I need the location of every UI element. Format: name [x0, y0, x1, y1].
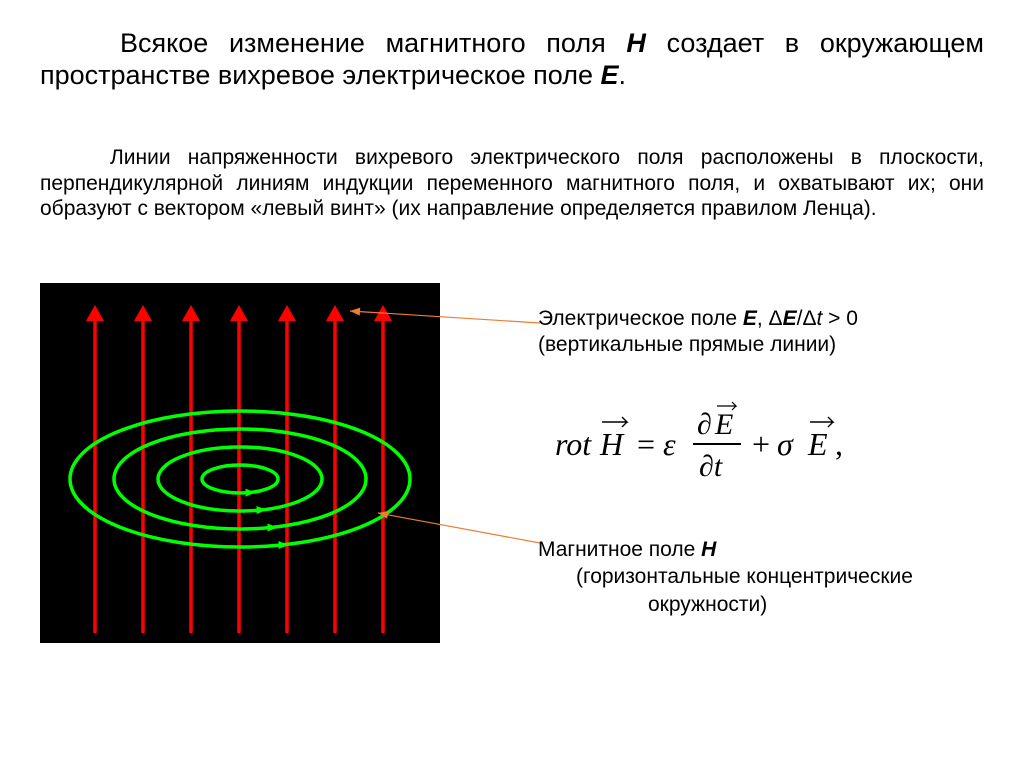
label-e-E2: E — [783, 307, 797, 330]
label-e-3: /Δ — [797, 307, 817, 330]
diagram-svg — [40, 283, 440, 643]
label-e-1: Электрическое поле — [538, 307, 743, 330]
eq-partial-E-top: ∂ — [697, 408, 712, 441]
eq-rot: rot — [555, 426, 592, 462]
label-e-line2: (вертикальные прямые линии) — [538, 333, 836, 356]
heading-H: H — [626, 28, 646, 58]
sub-text: Линии напряженности вихревого электричес… — [40, 145, 984, 222]
heading-period: . — [619, 60, 627, 90]
sub-text-content: Линии напряженности вихревого электричес… — [40, 146, 984, 220]
label-h-1: Магнитное поле — [538, 538, 701, 561]
heading-text-1: Всякое изменение магнитного поля — [120, 28, 626, 58]
label-h-line3: окружности) — [538, 591, 913, 618]
label-h-H: H — [701, 538, 716, 561]
field-diagram — [40, 283, 440, 643]
eq-E: E — [807, 426, 828, 462]
heading-E: E — [601, 60, 619, 90]
eq-sigma: σ — [777, 426, 794, 462]
eq-E-top: E — [714, 408, 733, 441]
maxwell-equation: rot H = ε ∂ E ∂t + σ E , — [555, 400, 875, 498]
eq-equals: = — [637, 426, 655, 462]
eq-partial-t: ∂t — [699, 450, 723, 483]
label-e-4: > 0 — [822, 307, 858, 330]
label-electric-field: Электрическое поле E, ΔE/Δt > 0 (вертика… — [538, 306, 858, 359]
main-heading: Всякое изменение магнитного поля H созда… — [40, 28, 984, 92]
label-e-2: , Δ — [757, 307, 783, 330]
eq-plus: + — [752, 426, 770, 462]
label-h-line2: (горизонтальные концентрические — [538, 563, 913, 590]
eq-comma: , — [835, 426, 843, 462]
label-e-E1: E — [743, 307, 757, 330]
eq-H: H — [599, 426, 625, 462]
eq-eps: ε — [663, 426, 676, 462]
label-magnetic-field: Магнитное поле H (горизонтальные концент… — [538, 536, 913, 618]
